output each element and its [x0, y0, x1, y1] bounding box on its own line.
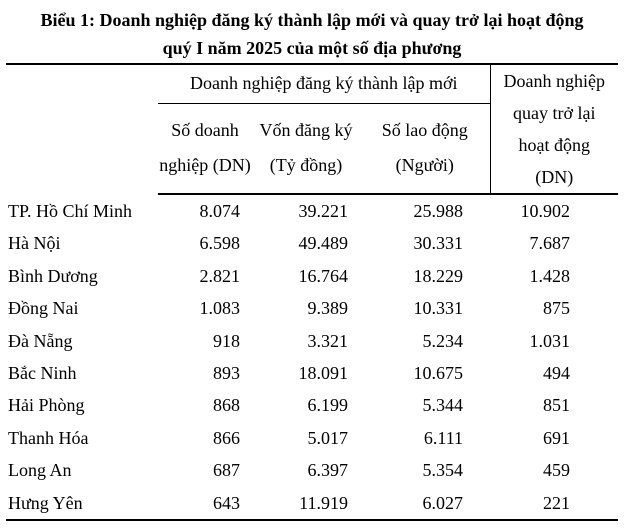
province-cell: Long An	[8, 460, 72, 481]
labor-cell: 6.027	[360, 486, 491, 522]
table-title-line1: Biểu 1: Doanh nghiệp đăng ký thành lập m…	[40, 10, 584, 30]
new-enterprises-cell: 1.083	[199, 298, 241, 319]
province-cell: Hà Nội	[8, 233, 61, 254]
returning-cell: 494	[543, 363, 571, 384]
registered-capital-cell: 9.389	[307, 298, 349, 319]
table-body: TP. Hồ Chí Minh 8.074 39.221 25.988 10.9…	[6, 194, 619, 522]
table-row: TP. Hồ Chí Minh 8.074 39.221 25.988 10.9…	[6, 194, 618, 227]
returning-header-line2: quay trở lại	[513, 103, 596, 123]
province-cell: Đồng Nai	[8, 298, 79, 319]
table-row: Đồng Nai 1.083 9.389 10.331 875	[6, 292, 618, 324]
registered-capital-cell: 6.199	[307, 395, 349, 416]
new-enterprises-cell: 687	[213, 460, 240, 481]
table-row: Đà Nẵng 918 3.321 5.234 1.031	[6, 325, 618, 357]
province-cell: Hải Phòng	[8, 395, 85, 416]
column-header-line: nghiệp (DN)	[159, 155, 251, 176]
header-row-group: Doanh nghiệp đăng ký thành lập mới Doanh…	[6, 62, 619, 195]
new-enterprises-cell: 866	[213, 427, 240, 448]
table-title: Biểu 1: Doanh nghiệp đăng ký thành lập m…	[0, 0, 624, 62]
column-header-line: (Người)	[395, 155, 454, 176]
table-row: Thanh Hóa 866 5.017 6.111 691	[6, 422, 618, 454]
returning-cell: 221	[490, 486, 619, 522]
registered-capital-cell: 18.091	[298, 363, 349, 384]
table-row: Long An 687 6.397 5.354 459	[6, 454, 618, 486]
province-cell: Bắc Ninh	[8, 363, 77, 384]
header-row-subcolumns: Số doanh nghiệp (DN) Vốn đăng ký (Tỷ đồn…	[6, 103, 618, 195]
returning-cell: 7.687	[529, 233, 571, 254]
returning-cell: 10.902	[520, 201, 571, 221]
returning-header-line4: (DN)	[535, 167, 574, 187]
registered-capital-cell: 49.489	[298, 233, 349, 254]
registered-capital-cell: 6.397	[307, 460, 349, 481]
group-header-label: Doanh nghiệp đăng ký thành lập mới	[190, 73, 458, 94]
new-enterprises-cell: 868	[213, 395, 240, 416]
province-cell: Đà Nẵng	[8, 330, 73, 351]
new-enterprises-cell: 918	[213, 330, 240, 351]
province-cell: Bình Dương	[8, 265, 98, 286]
returning-cell: 691	[543, 427, 571, 448]
returning-cell: 1.428	[529, 265, 571, 286]
labor-cell: 18.229	[413, 265, 464, 286]
table-row: Bắc Ninh 893 18.091 10.675 494	[6, 357, 618, 389]
column-header-registered-capital: Vốn đăng ký (Tỷ đồng)	[252, 103, 360, 195]
table-title-line2: quý I năm 2025 của một số địa phương	[162, 38, 462, 58]
returning-header-line1: Doanh nghiệp	[503, 71, 606, 91]
labor-cell: 5.354	[422, 460, 464, 481]
labor-cell: 6.111	[423, 427, 464, 448]
column-header-line: (Tỷ đồng)	[269, 155, 343, 176]
stub-header-cell	[6, 63, 158, 194]
labor-cell: 30.331	[413, 233, 464, 254]
table-header: Doanh nghiệp đăng ký thành lập mới Doanh…	[6, 62, 619, 195]
new-enterprises-cell: 8.074	[199, 201, 241, 221]
new-enterprises-cell: 2.821	[199, 265, 241, 286]
registered-capital-cell: 5.017	[307, 427, 349, 448]
registered-capital-cell: 3.321	[307, 330, 349, 351]
registered-capital-cell: 39.221	[298, 201, 349, 221]
province-cell: Hưng Yên	[6, 486, 158, 522]
table-row: Hải Phòng 868 6.199 5.344 851	[6, 389, 618, 421]
column-header-line: Số doanh	[171, 120, 239, 141]
labor-cell: 10.331	[413, 298, 464, 319]
new-enterprises-cell: 643	[158, 486, 252, 522]
table-row: Hưng Yên 643 11.919 6.027 221	[6, 486, 619, 522]
table-row: Bình Dương 2.821 16.764 18.229 1.428	[6, 260, 618, 292]
column-header-line: Vốn đăng ký	[259, 120, 353, 141]
returning-cell: 851	[543, 395, 571, 416]
statistics-table: Doanh nghiệp đăng ký thành lập mới Doanh…	[6, 62, 619, 522]
labor-cell: 5.234	[422, 330, 464, 351]
province-cell: TP. Hồ Chí Minh	[8, 200, 133, 221]
table-row: Hà Nội 6.598 49.489 30.331 7.687	[6, 227, 618, 259]
labor-cell: 25.988	[413, 201, 464, 221]
registered-capital-cell: 16.764	[298, 265, 349, 286]
new-enterprises-cell: 6.598	[199, 233, 241, 254]
group-header-cell: Doanh nghiệp đăng ký thành lập mới	[158, 62, 491, 104]
returning-cell: 459	[543, 460, 571, 481]
returning-cell: 1.031	[529, 330, 571, 351]
column-header-labor: Số lao động (Người)	[360, 103, 491, 195]
column-header-line: Số lao động	[381, 120, 468, 141]
new-enterprises-cell: 893	[213, 363, 240, 384]
labor-cell: 5.344	[422, 395, 464, 416]
column-header-new-enterprises: Số doanh nghiệp (DN)	[158, 103, 252, 195]
returning-header-line3: hoạt động	[518, 135, 591, 155]
province-cell: Thanh Hóa	[8, 427, 89, 448]
registered-capital-cell: 11.919	[252, 486, 360, 522]
returning-cell: 875	[543, 298, 571, 319]
labor-cell: 10.675	[413, 363, 464, 384]
returning-column-header: Doanh nghiệp quay trở lại hoạt động (DN)	[489, 63, 619, 195]
